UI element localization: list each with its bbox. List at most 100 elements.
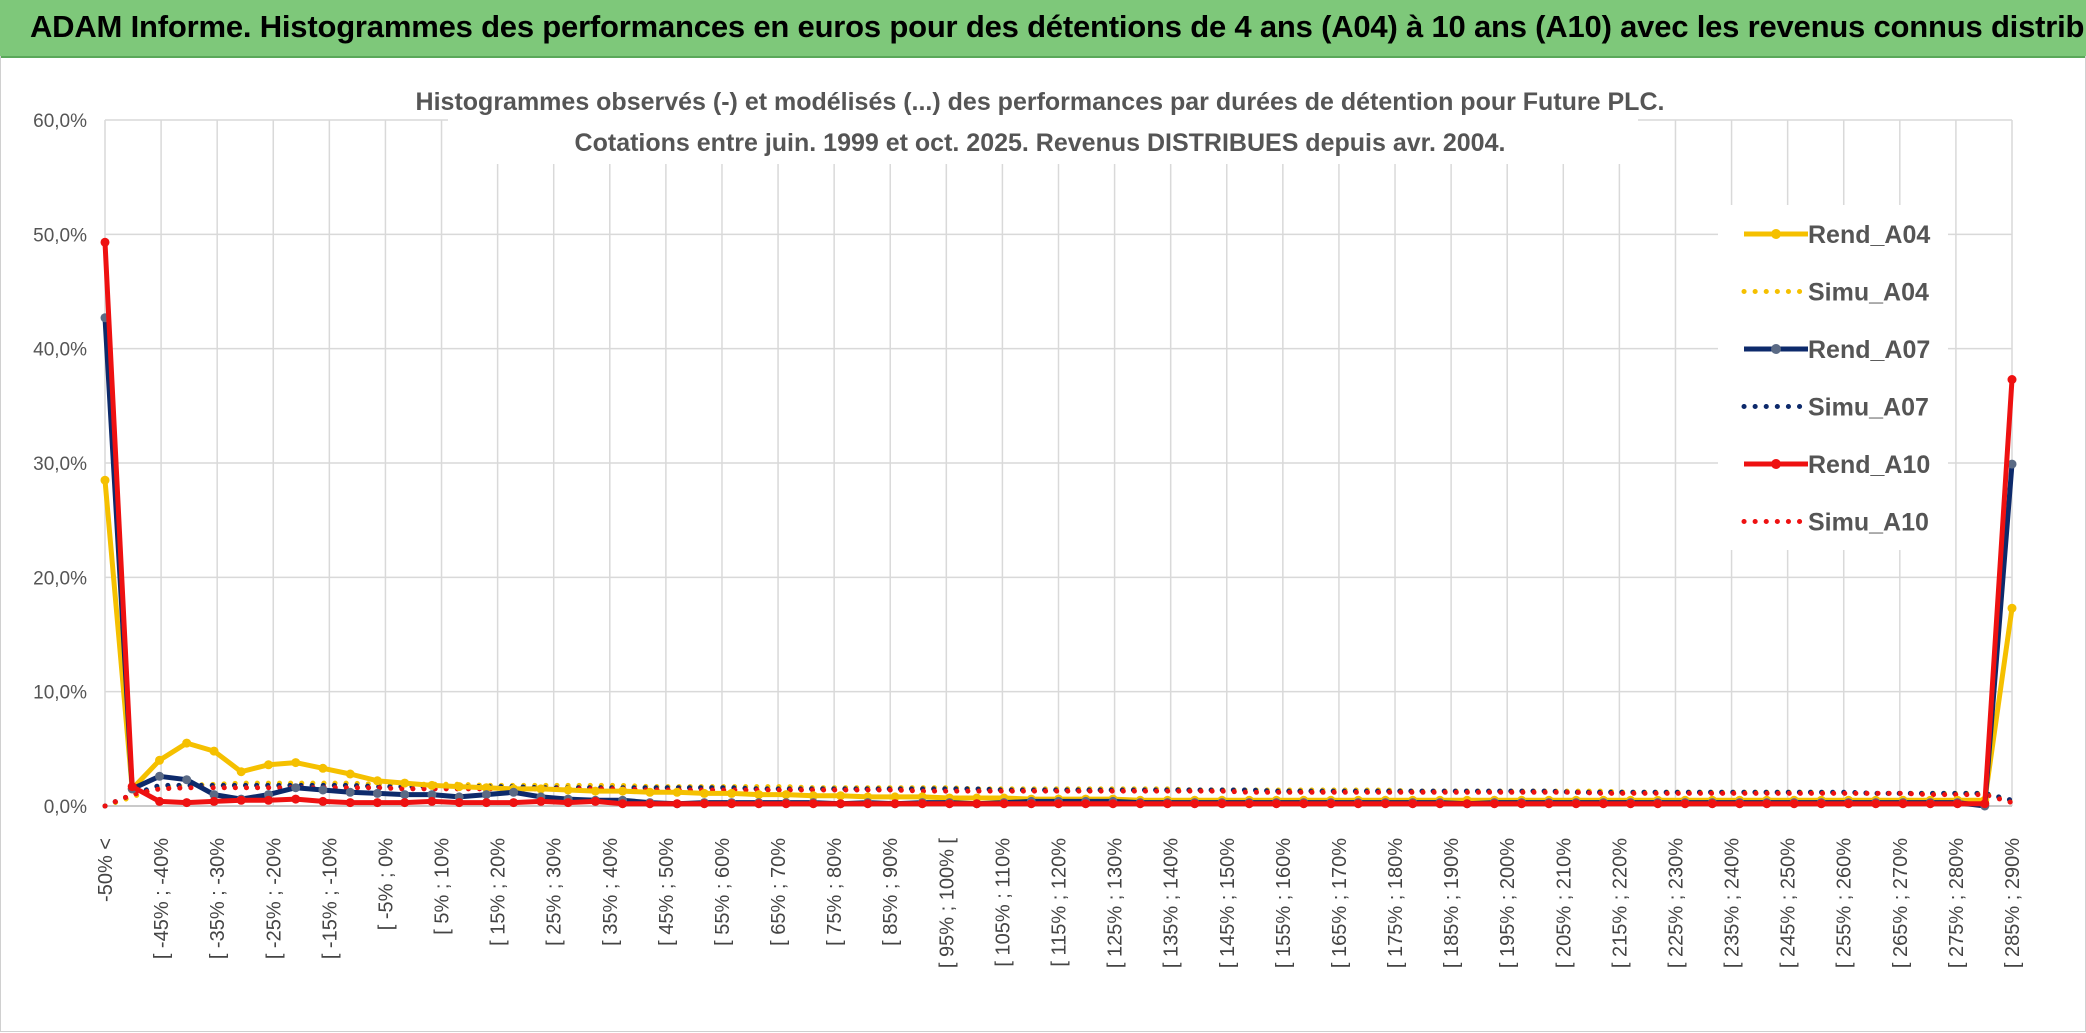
data-point <box>999 799 1009 809</box>
x-tick-label: [ 25% ; 30% <box>544 838 566 946</box>
x-tick-label: [ 275% ; 280% <box>1946 838 1968 968</box>
plot-area <box>100 237 2017 811</box>
data-point <box>372 798 382 808</box>
data-point <box>1816 799 1826 809</box>
data-point <box>318 796 328 806</box>
x-tick-label: [ 175% ; 180% <box>1385 838 1407 968</box>
data-point <box>590 796 600 806</box>
data-point <box>509 798 519 808</box>
data-point <box>155 796 164 806</box>
legend-marker <box>1771 459 1781 469</box>
data-point <box>590 786 600 796</box>
data-point <box>236 795 246 805</box>
data-point <box>645 799 655 809</box>
data-point <box>427 796 437 806</box>
data-point <box>1653 799 1663 809</box>
data-point <box>836 799 846 809</box>
data-point <box>1190 799 1200 809</box>
legend-label: Simu_A04 <box>1808 279 1929 307</box>
legend-item-rend_a04: Rend_A04 <box>1744 221 1930 249</box>
data-point <box>618 799 628 809</box>
data-point <box>1299 799 1309 809</box>
x-tick-label: [ -35% ; -30% <box>207 838 229 959</box>
data-point <box>890 792 900 802</box>
data-point <box>291 758 301 768</box>
data-point <box>291 794 301 804</box>
data-point <box>1054 799 1063 809</box>
x-axis-labels: -50% < [ -45% ; -40% [ -35% ; -30% [ -25% ;… <box>95 838 2024 969</box>
report-title: ADAM Informe. Histogrammes des performan… <box>30 9 2086 44</box>
data-point <box>1244 799 1254 809</box>
data-point <box>209 790 219 800</box>
x-tick-label: [ 105% ; 110% <box>992 838 1014 967</box>
x-tick-label: [ 125% ; 130% <box>1105 838 1127 968</box>
data-point <box>100 475 110 485</box>
data-point <box>699 799 709 809</box>
y-tick-label: 40,0% <box>33 340 87 361</box>
x-tick-label: [ 95% ; 100% [ <box>936 838 958 969</box>
data-point <box>264 795 273 805</box>
report-banner: ADAM Informe. Histogrammes des performan… <box>0 0 2086 58</box>
data-point <box>672 787 682 797</box>
data-point <box>917 799 927 809</box>
x-tick-label: [ 155% ; 160% <box>1273 838 1295 968</box>
legend-marker <box>1771 344 1781 354</box>
chart-title-line-1: Histogrammes observés (-) et modélisés (… <box>416 88 1665 116</box>
data-point <box>454 782 464 792</box>
y-tick-label: 30,0% <box>33 454 87 475</box>
data-point <box>563 798 573 808</box>
x-tick-label: [ 235% ; 240% <box>1722 838 1744 968</box>
x-tick-label: [ -15% ; -10% <box>319 838 341 959</box>
data-point <box>427 790 437 800</box>
data-point <box>536 784 546 794</box>
x-tick-label: [ -45% ; -40% <box>151 838 173 959</box>
data-point <box>1707 799 1717 809</box>
data-point <box>1980 799 1990 809</box>
data-point <box>291 783 301 793</box>
data-point <box>2007 459 2017 469</box>
x-tick-label: [ 65% ; 70% <box>768 838 790 946</box>
data-point <box>808 791 818 801</box>
data-point <box>1871 799 1881 809</box>
data-point <box>618 786 628 796</box>
data-point <box>536 796 546 806</box>
x-tick-label: [ 255% ; 260% <box>1834 838 1856 968</box>
data-point <box>863 799 873 809</box>
data-point <box>1380 799 1390 809</box>
data-point <box>1408 799 1418 809</box>
data-point <box>127 782 137 792</box>
data-point <box>1489 799 1499 809</box>
data-point <box>427 780 437 790</box>
legend: Rend_A04 Simu_A04 Rend_A07 Simu_A07 Rend_A10… <box>1718 205 1948 550</box>
data-point <box>1326 799 1336 809</box>
x-tick-label: [ 135% ; 140% <box>1161 838 1183 968</box>
x-tick-label: [ 145% ; 150% <box>1217 838 1239 968</box>
legend-label: Rend_A04 <box>1808 221 1930 249</box>
x-tick-label: [ 245% ; 250% <box>1778 838 1800 968</box>
legend-item-simu_a04: Simu_A04 <box>1741 279 1929 307</box>
legend-item-rend_a10: Rend_A10 <box>1744 451 1930 479</box>
data-point <box>1517 799 1527 809</box>
data-point <box>1762 799 1772 809</box>
data-point <box>1462 799 1472 809</box>
data-point <box>1544 799 1554 809</box>
series-rend_a10 <box>100 237 2017 809</box>
data-point <box>318 763 328 773</box>
x-tick-label: [ 225% ; 230% <box>1665 838 1687 968</box>
legend-label: Rend_A07 <box>1808 336 1930 364</box>
data-point <box>100 237 110 247</box>
legend-label: Simu_A07 <box>1808 394 1929 422</box>
data-point <box>1925 799 1935 809</box>
data-point <box>563 785 573 795</box>
data-point <box>699 788 709 798</box>
data-point <box>209 796 219 806</box>
x-tick-label: [ 195% ; 200% <box>1497 838 1519 968</box>
legend-item-simu_a07: Simu_A07 <box>1741 394 1929 422</box>
x-tick-label: [ 35% ; 40% <box>600 838 622 946</box>
data-point <box>890 799 900 809</box>
x-tick-label: [ 215% ; 220% <box>1609 838 1631 968</box>
y-tick-label: 60,0% <box>33 111 87 132</box>
chart-title: Histogrammes observés (-) et modélisés (… <box>416 84 1665 164</box>
data-point <box>727 799 737 809</box>
chart-title-line-2: Cotations entre juin. 1999 et oct. 2025.… <box>575 129 1506 157</box>
